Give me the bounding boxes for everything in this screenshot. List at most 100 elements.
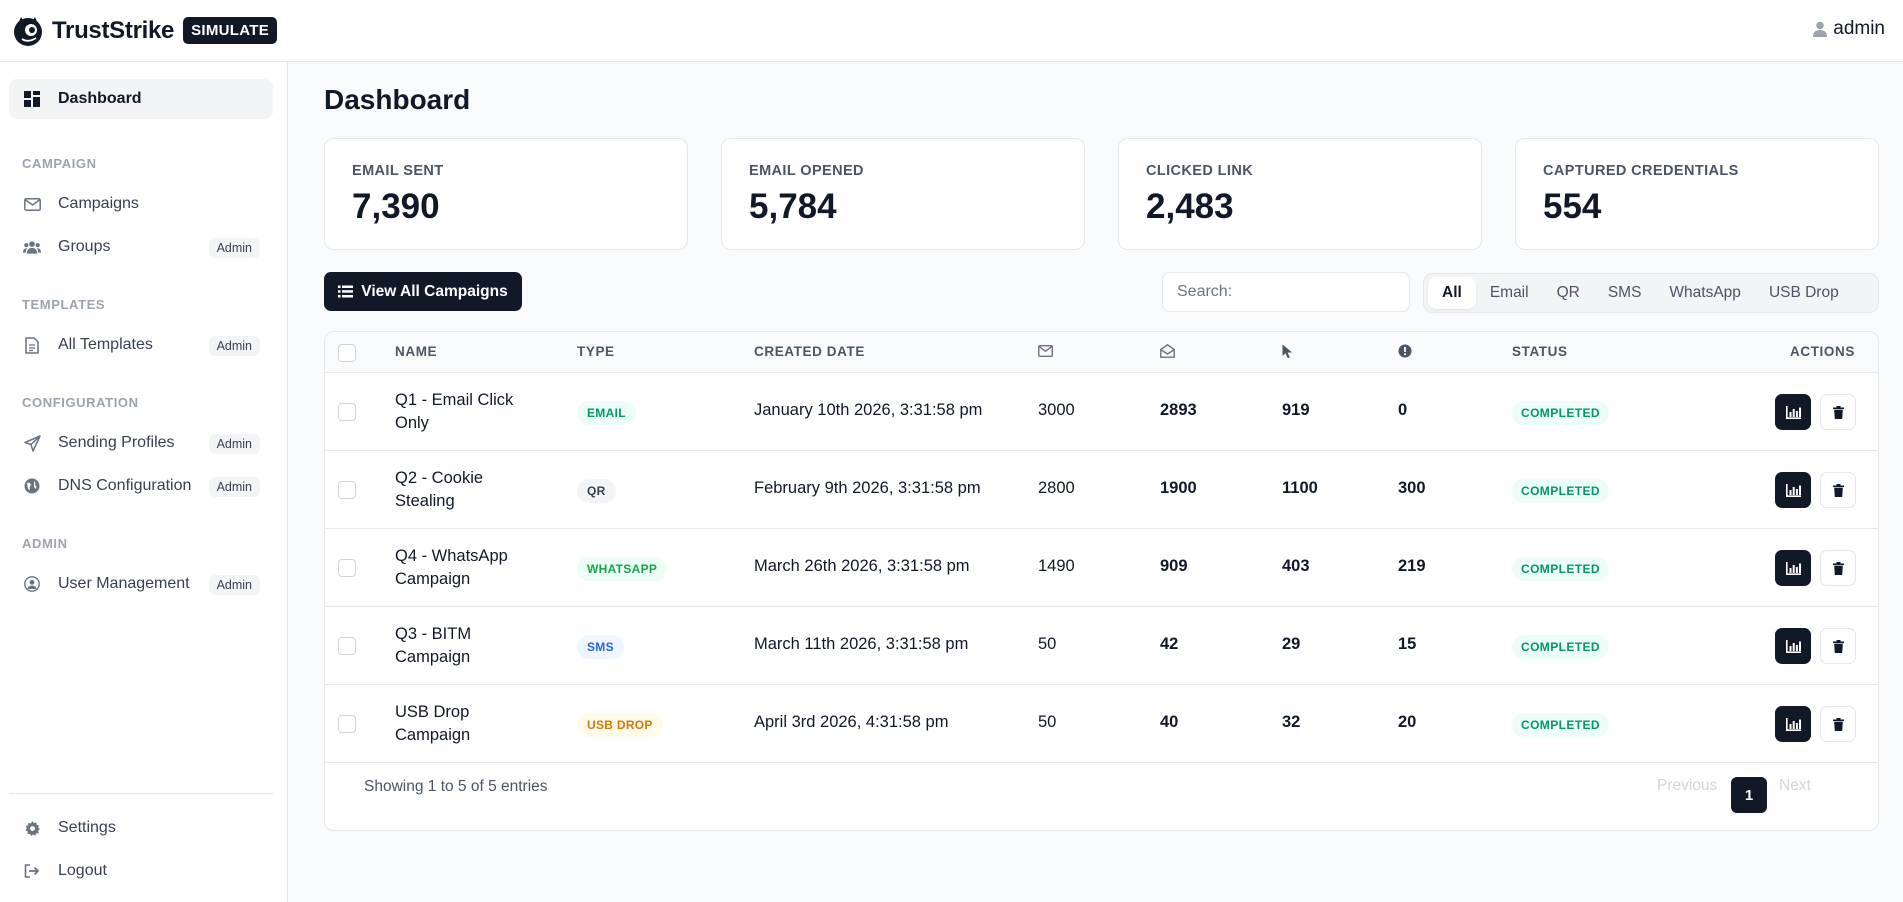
sidebar-divider [9, 793, 273, 794]
column-header-status[interactable]: STATUS [1512, 344, 1568, 359]
column-header-type[interactable]: TYPE [577, 344, 615, 359]
sidebar-item-groups[interactable]: Groups Admin [9, 227, 273, 267]
clicked-count: 403 [1282, 557, 1310, 575]
previous-page-button[interactable]: Previous [1657, 777, 1718, 794]
list-icon [338, 285, 354, 298]
brand-name: TrustStrike [52, 16, 175, 44]
envelope-open-icon[interactable] [1160, 343, 1175, 363]
created-date: April 3rd 2026, 4:31:58 pm [754, 713, 949, 731]
bar-chart-icon [1785, 561, 1801, 575]
campaign-name[interactable]: Q3 - BITM Campaign [395, 625, 472, 666]
clicked-count: 32 [1282, 713, 1301, 731]
stat-card-email-opened: EMAIL OPENED 5,784 [721, 138, 1085, 250]
trash-icon [1832, 483, 1844, 497]
delete-button[interactable] [1820, 394, 1856, 430]
table-row[interactable]: Q1 - Email Click Only EMAIL January 10th… [325, 373, 1878, 451]
status-badge: COMPLETED [1512, 713, 1609, 737]
sidebar-item-settings[interactable]: Settings [9, 808, 273, 848]
filter-whatsapp[interactable]: WhatsApp [1669, 284, 1741, 301]
cat-logo-icon [14, 16, 42, 46]
page-1-button[interactable]: 1 [1731, 777, 1767, 813]
section-label-campaign: CAMPAIGN [22, 156, 97, 171]
sidebar-item-campaigns[interactable]: Campaigns [9, 184, 273, 224]
campaign-name[interactable]: Q4 - WhatsApp Campaign [395, 547, 508, 588]
filter-email[interactable]: Email [1489, 284, 1529, 301]
alert-circle-icon[interactable] [1398, 344, 1412, 363]
table-row[interactable]: Q4 - WhatsApp Campaign WHATSAPP March 26… [325, 529, 1878, 607]
column-header-created-date[interactable]: CREATED DATE [754, 344, 865, 359]
sidebar: Dashboard CAMPAIGN Campaigns Groups Admi… [0, 62, 288, 902]
select-all-checkbox[interactable] [338, 344, 356, 362]
bar-chart-icon [1785, 405, 1801, 419]
type-filter-group: All Email QR SMS WhatsApp USB Drop [1423, 273, 1879, 313]
view-stats-button[interactable] [1775, 394, 1811, 430]
sidebar-item-user-management[interactable]: User Management Admin [9, 564, 273, 604]
bar-chart-icon [1785, 483, 1801, 497]
delete-button[interactable] [1820, 706, 1856, 742]
filter-sms[interactable]: SMS [1607, 284, 1642, 301]
view-stats-button[interactable] [1775, 706, 1811, 742]
sidebar-item-logout[interactable]: Logout [9, 851, 273, 891]
stat-card-email-sent: EMAIL SENT 7,390 [324, 138, 688, 250]
top-bar: TrustStrike SIMULATE admin [0, 0, 1903, 62]
delete-button[interactable] [1820, 550, 1856, 586]
view-stats-button[interactable] [1775, 628, 1811, 664]
bar-chart-icon [1785, 639, 1801, 653]
sidebar-item-dns-configuration[interactable]: DNS Configuration Admin [9, 466, 273, 506]
admin-badge: Admin [208, 434, 260, 454]
row-checkbox[interactable] [338, 481, 356, 499]
sidebar-item-label: User Management [58, 575, 190, 592]
envelope-icon[interactable] [1037, 344, 1054, 362]
filter-usb-drop[interactable]: USB Drop [1768, 284, 1839, 301]
opened-count: 40 [1160, 713, 1179, 731]
gear-icon [23, 819, 41, 837]
campaign-name[interactable]: Q1 - Email Click Only [395, 391, 514, 432]
campaign-name[interactable]: USB Drop Campaign [395, 703, 471, 744]
filter-qr[interactable]: QR [1556, 284, 1580, 301]
created-date: March 26th 2026, 3:31:58 pm [754, 557, 970, 575]
row-checkbox[interactable] [338, 637, 356, 655]
table-row[interactable]: Q2 - Cookie Stealing QR February 9th 202… [325, 451, 1878, 529]
delete-button[interactable] [1820, 472, 1856, 508]
column-header-name[interactable]: NAME [395, 344, 438, 359]
submitted-count: 300 [1398, 479, 1426, 497]
table-header: NAME TYPE CREATED DATE STATUS ACTIONS [325, 332, 1878, 373]
campaign-name[interactable]: Q2 - Cookie Stealing [395, 469, 484, 510]
sidebar-item-label: Campaigns [58, 195, 139, 212]
file-icon [23, 336, 41, 354]
sidebar-item-label: Settings [58, 819, 116, 836]
stat-label: CLICKED LINK [1146, 163, 1254, 179]
sidebar-item-all-templates[interactable]: All Templates Admin [9, 325, 273, 365]
cursor-icon[interactable] [1282, 344, 1293, 364]
view-stats-button[interactable] [1775, 550, 1811, 586]
submitted-count: 20 [1398, 713, 1417, 731]
sidebar-item-dashboard[interactable]: Dashboard [9, 79, 273, 119]
search-input[interactable] [1162, 272, 1410, 312]
row-checkbox[interactable] [338, 715, 356, 733]
view-stats-button[interactable] [1775, 472, 1811, 508]
table-row[interactable]: Q3 - BITM Campaign SMS March 11th 2026, … [325, 607, 1878, 685]
user-menu[interactable]: admin [1813, 18, 1885, 40]
delete-button[interactable] [1820, 628, 1856, 664]
view-all-campaigns-button[interactable]: View All Campaigns [324, 272, 522, 311]
trash-icon [1832, 639, 1844, 653]
stat-value: 2,483 [1146, 187, 1234, 226]
next-page-button[interactable]: Next [1779, 777, 1811, 794]
stat-value: 554 [1543, 187, 1602, 226]
user-icon [1813, 21, 1828, 37]
bar-chart-icon [1785, 717, 1801, 731]
user-circle-icon [23, 575, 41, 593]
row-checkbox[interactable] [338, 559, 356, 577]
row-checkbox[interactable] [338, 403, 356, 421]
column-header-actions: ACTIONS [1790, 344, 1855, 359]
sent-count: 50 [1038, 713, 1057, 731]
filter-all[interactable]: All [1428, 277, 1476, 309]
table-row[interactable]: USB Drop Campaign USB DROP April 3rd 202… [325, 685, 1878, 763]
brand[interactable]: TrustStrike SIMULATE [12, 15, 278, 47]
submitted-count: 0 [1398, 401, 1408, 419]
stat-card-clicked-link: CLICKED LINK 2,483 [1118, 138, 1482, 250]
entries-info: Showing 1 to 5 of 5 entries [364, 778, 548, 795]
created-date: February 9th 2026, 3:31:58 pm [754, 479, 981, 497]
sidebar-item-sending-profiles[interactable]: Sending Profiles Admin [9, 423, 273, 463]
stat-label: EMAIL SENT [352, 163, 444, 179]
